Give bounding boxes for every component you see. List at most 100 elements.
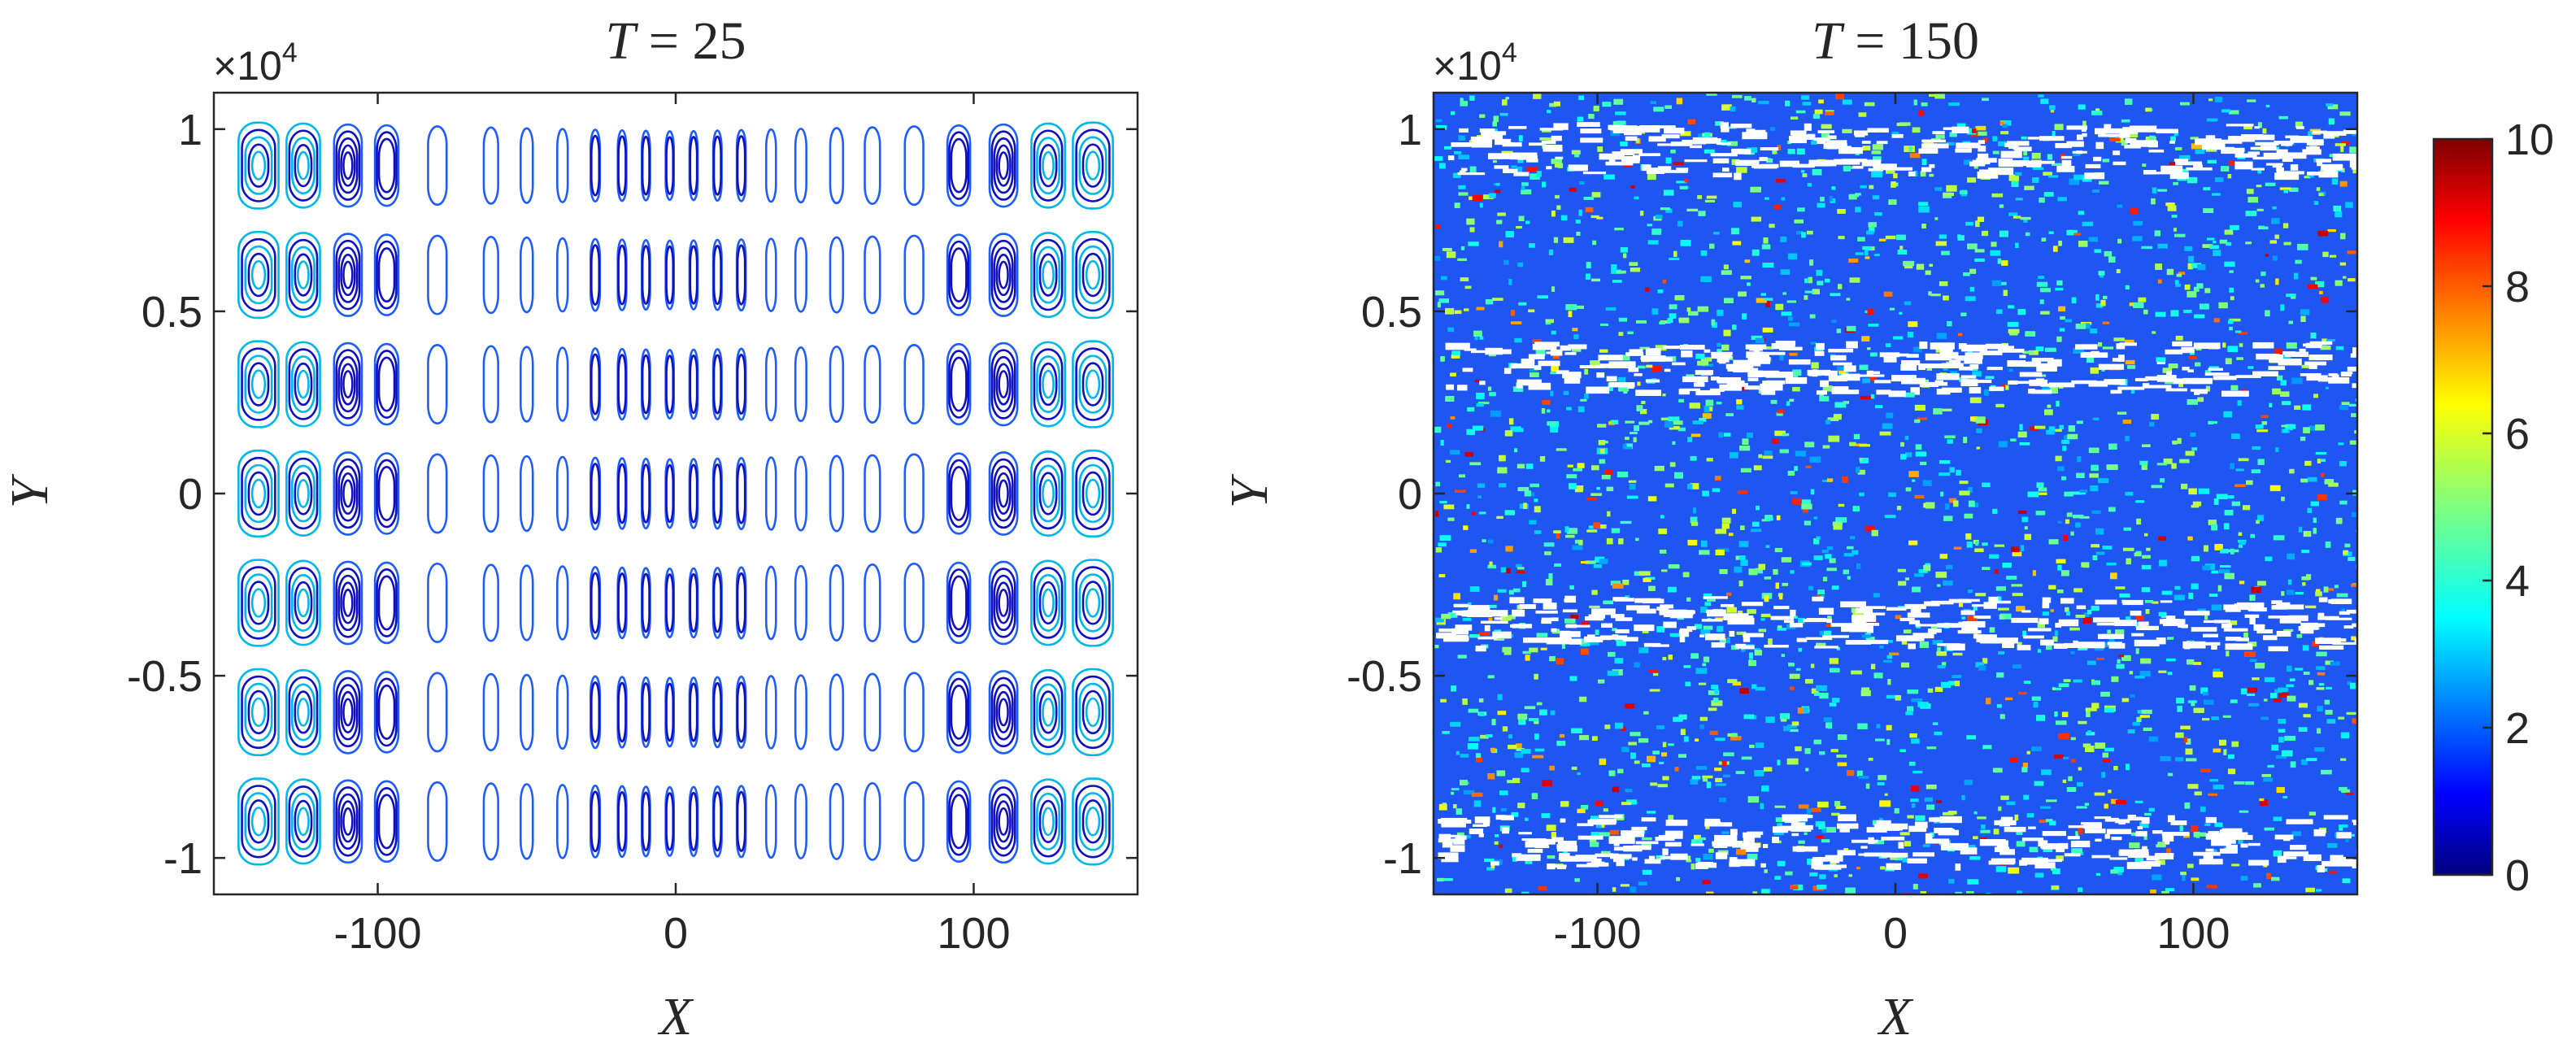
- heat-gap: [1679, 635, 1686, 642]
- heat-gap: [2081, 128, 2086, 133]
- heat-cell: [1981, 230, 1989, 237]
- heat-gap: [2119, 130, 2130, 138]
- heat-cell: [1773, 568, 1778, 575]
- heat-gap: [1477, 636, 1498, 640]
- heat-gap: [1943, 127, 1955, 130]
- contour-ring: [519, 783, 534, 860]
- heat-cell: [1858, 776, 1869, 779]
- heat-cell: [1447, 517, 1455, 521]
- heat-cell: [1706, 781, 1712, 789]
- heat-cell: [1804, 290, 1815, 294]
- heat-cell: [2063, 534, 2068, 542]
- heat-cell: [1740, 525, 1745, 531]
- contour-ring: [244, 245, 273, 305]
- heat-cell: [1899, 311, 1903, 315]
- heat-gap: [2037, 859, 2062, 863]
- heat-gap: [1679, 345, 1705, 350]
- heat-cell: [1479, 114, 1486, 118]
- heat-cell: [2256, 429, 2269, 433]
- heat-cell: [2086, 357, 2095, 363]
- heat-cell: [1850, 166, 1854, 169]
- heat-gap: [2098, 363, 2125, 370]
- heat-cell: [1532, 755, 1544, 759]
- heat-cell: [1829, 558, 1836, 563]
- heat-cell: [2231, 863, 2240, 867]
- heat-cell: [1991, 241, 1997, 247]
- heat-cell: [1999, 613, 2012, 620]
- heat-cell: [1998, 441, 2008, 448]
- heat-gap: [1841, 373, 1860, 381]
- heat-gap: [2234, 153, 2257, 158]
- heat-cell: [2318, 683, 2325, 686]
- heat-cell: [1974, 258, 1985, 262]
- heat-cell: [2073, 174, 2085, 181]
- heat-gap: [1577, 835, 1603, 840]
- heat-cell: [1447, 611, 1458, 618]
- heat-cell: [2197, 397, 2204, 402]
- contour-ring: [335, 786, 361, 857]
- heat-cell: [1540, 647, 1547, 650]
- heat-cell: [1665, 157, 1672, 164]
- heat-cell: [2264, 676, 2275, 682]
- heat-cell: [1611, 264, 1617, 270]
- heat-gap: [1510, 363, 1535, 369]
- heat-cell: [1647, 224, 1653, 227]
- heat-gap: [2356, 847, 2357, 855]
- heat-cell: [1993, 829, 1999, 835]
- heat-gap: [1977, 615, 1991, 620]
- contour-ring: [1085, 478, 1101, 509]
- heat-cell: [2027, 491, 2039, 498]
- heat-cell: [2341, 789, 2351, 793]
- heat-cell: [2063, 679, 2071, 682]
- heat-cell: [1595, 800, 1603, 807]
- heat-gap: [1732, 841, 1743, 848]
- heat-gap: [1873, 380, 1891, 384]
- heat-cell: [1996, 672, 2004, 678]
- heat-gap: [2115, 620, 2137, 626]
- heat-cell: [1994, 544, 2005, 547]
- heat-cell: [1756, 298, 1767, 303]
- contour-ring: [340, 363, 356, 406]
- heat-cell: [2048, 231, 2054, 234]
- heat-cell: [1885, 343, 1891, 347]
- heat-gap: [1577, 823, 1594, 827]
- heat-cell: [1477, 402, 1490, 405]
- heat-cell: [1674, 294, 1685, 301]
- heat-cell: [2212, 193, 2221, 196]
- heat-cell: [1935, 241, 1947, 246]
- heat-cell: [2205, 385, 2211, 392]
- heat-gap: [1560, 855, 1577, 862]
- heat-cell: [1438, 542, 1447, 547]
- heat-cell: [1462, 617, 1472, 621]
- heat-cell: [2219, 239, 2228, 244]
- heat-cell: [2175, 283, 2181, 287]
- heat-cell: [2240, 876, 2248, 881]
- heat-cell: [1505, 231, 1514, 238]
- heat-gap: [2143, 385, 2172, 389]
- heat-cell: [2261, 774, 2271, 777]
- heat-gap: [2332, 642, 2357, 645]
- contour-ring: [1030, 668, 1066, 755]
- heat-gap: [2277, 855, 2287, 863]
- contour-ring: [948, 677, 970, 747]
- heat-gap: [1961, 344, 1987, 352]
- heat-cell: [2068, 425, 2075, 432]
- heat-cell: [1460, 754, 1469, 758]
- heat-cell: [2168, 363, 2178, 368]
- contour-ring: [556, 784, 569, 859]
- heat-gap: [1582, 172, 1607, 175]
- heat-cell: [1704, 406, 1710, 413]
- heat-cell: [1496, 515, 1503, 520]
- heat-cell: [1684, 179, 1689, 183]
- contour-ring: [946, 342, 972, 426]
- heat-cell: [2117, 871, 2123, 876]
- contour-ring: [1033, 785, 1064, 858]
- heat-gap: [1726, 380, 1745, 387]
- heat-cell: [1610, 829, 1619, 835]
- heat-gap: [1703, 596, 1728, 599]
- heat-gap: [1720, 603, 1734, 607]
- contour-ring: [237, 121, 280, 210]
- heat-cell: [1549, 102, 1557, 107]
- heat-gap: [2039, 136, 2065, 141]
- heat-gap: [1598, 355, 1623, 361]
